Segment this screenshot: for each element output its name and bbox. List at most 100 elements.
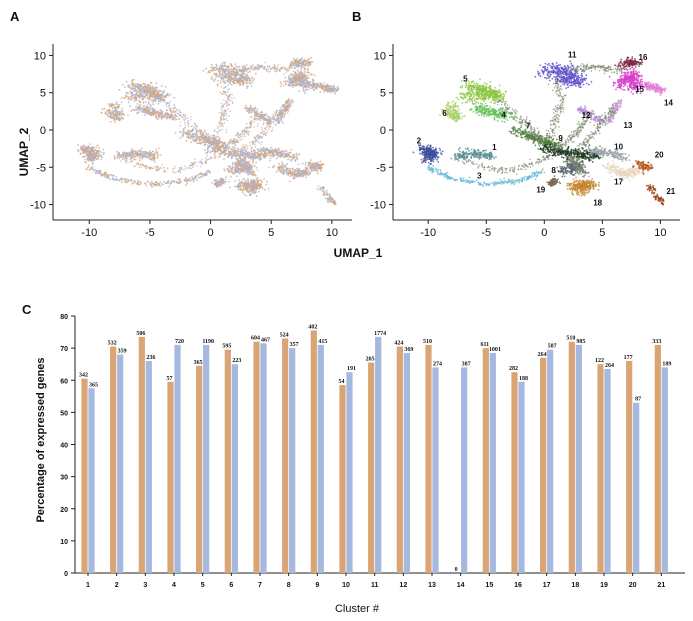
umap-point [89, 158, 92, 161]
umap-point [161, 94, 163, 97]
umap-point [244, 189, 247, 191]
umap-point [185, 184, 187, 187]
umap-point [120, 97, 123, 99]
umap-point [184, 114, 187, 116]
umap-point [198, 138, 201, 141]
umap-point [300, 62, 303, 65]
umap-point [299, 85, 302, 88]
umap-point [288, 84, 290, 87]
umap-point [220, 119, 223, 121]
umap-point [214, 179, 217, 182]
umap-point [113, 158, 116, 160]
umap-point [138, 109, 141, 111]
umap-point [229, 79, 232, 82]
umap-point [138, 93, 141, 96]
umap-point [236, 74, 238, 77]
umap-point [238, 172, 241, 175]
umap-point [154, 100, 157, 103]
umap-point [109, 103, 112, 106]
umap-point [253, 179, 256, 182]
umap-point [317, 161, 319, 164]
umap-point [312, 170, 314, 172]
umap-point [248, 153, 251, 156]
umap-point [196, 174, 199, 177]
umap-point [169, 108, 172, 110]
umap-point [193, 177, 196, 180]
umap-point [219, 80, 222, 82]
umap-point [139, 103, 142, 106]
umap-point [107, 174, 109, 177]
umap-point [152, 87, 155, 89]
umap-point [232, 139, 235, 141]
umap-point [216, 150, 219, 153]
umap-point [165, 109, 168, 112]
umap-point [305, 166, 307, 169]
umap-point [279, 169, 281, 172]
umap-point [100, 158, 103, 161]
umap-point [229, 169, 232, 172]
umap-point [241, 130, 243, 132]
umap-point [292, 177, 295, 180]
umap-point [149, 82, 152, 84]
umap-point [307, 173, 309, 176]
umap-point [251, 77, 254, 80]
umap-point [228, 143, 231, 145]
umap-point [174, 131, 177, 134]
umap-point [164, 113, 167, 116]
umap-point [237, 141, 240, 143]
umap-point [149, 150, 152, 152]
umap-point [219, 75, 222, 78]
umap-point [277, 117, 280, 120]
umap-point [323, 192, 326, 195]
umap-point [241, 132, 244, 135]
umap-point [168, 102, 170, 104]
umap-point [129, 153, 132, 156]
umap-point [240, 182, 243, 185]
umap-point [221, 182, 224, 185]
umap-point [302, 89, 305, 92]
umap-point [308, 170, 311, 173]
umap-point [304, 90, 306, 93]
umap-point [139, 149, 142, 152]
panel-b-letter: B [352, 9, 361, 24]
umap-point [225, 149, 228, 151]
umap-point [324, 197, 327, 200]
umap-point [251, 121, 253, 124]
umap-point [231, 75, 233, 78]
umap-point [149, 88, 152, 91]
umap-point [281, 161, 283, 164]
umap-point [231, 169, 234, 172]
umap-point [258, 190, 260, 193]
umap-point [172, 117, 175, 119]
umap-point [270, 151, 273, 154]
umap-point [294, 71, 297, 74]
umap-point [114, 103, 117, 106]
umap-point [287, 98, 290, 101]
umap-point [240, 180, 243, 183]
umap-point [170, 111, 173, 114]
umap-point [302, 76, 304, 79]
umap-point [253, 188, 256, 191]
umap-point [243, 133, 246, 136]
umap-point [294, 81, 297, 84]
umap-point [196, 179, 198, 182]
umap-point [269, 159, 271, 162]
umap-point [244, 179, 247, 182]
umap-point [91, 147, 94, 150]
umap-point [236, 79, 239, 82]
umap-point [268, 154, 271, 157]
umap-point [205, 172, 208, 175]
umap-point [291, 77, 294, 79]
umap-point [243, 131, 246, 133]
umap-point [262, 155, 265, 158]
umap-point [142, 86, 145, 89]
umap-point [324, 85, 327, 88]
umap-point [190, 118, 192, 121]
umap-point [235, 164, 238, 167]
umap-point [132, 181, 135, 184]
umap-point [225, 146, 227, 149]
umap-point [323, 191, 326, 194]
umap-point [93, 151, 95, 153]
umap-point [95, 146, 98, 149]
umap-point [162, 180, 165, 183]
